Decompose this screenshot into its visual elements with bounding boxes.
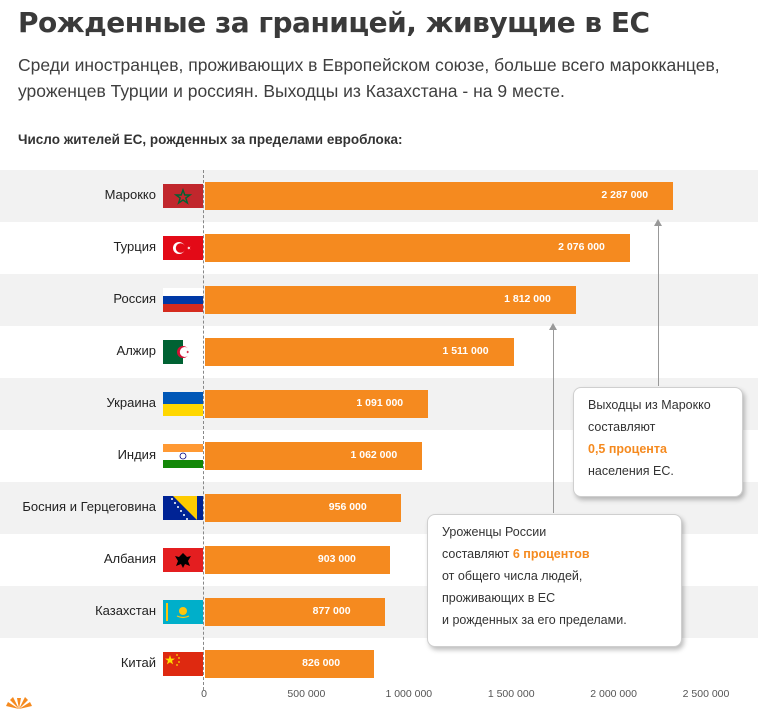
russia-callout-arrow: [553, 330, 554, 513]
bar: [205, 494, 401, 522]
russia-callout-line3: от общего числа людей,: [442, 569, 583, 583]
morocco-callout-line1: Выходцы из Марокко: [588, 398, 711, 412]
morocco-flag-icon: [163, 184, 203, 208]
x-tick-label: 500 000: [287, 688, 326, 700]
country-label: Украина: [106, 395, 157, 410]
bar: [205, 182, 674, 210]
albania-flag-icon: [163, 548, 203, 572]
country-label: Босния и Герцеговина: [22, 499, 156, 514]
country-label: Албания: [103, 551, 156, 566]
bar-value-label: 1 511 000: [442, 345, 489, 357]
bar-value-label: 1 091 000: [356, 397, 404, 409]
bar: [205, 546, 390, 574]
bar-value-label: 2 076 000: [558, 241, 605, 253]
country-label: Алжир: [116, 343, 156, 358]
chart-subtitle: Среди иностранцев, проживающих в Европей…: [18, 55, 720, 101]
chart-caption: Число жителей ЕС, рожденных за пределами…: [18, 132, 403, 147]
bar-value-label: 956 000: [328, 501, 367, 513]
morocco-callout: Выходцы из Марокко составляют 0,5 процен…: [573, 387, 743, 497]
bar-value-label: 903 000: [317, 553, 356, 565]
algeria-flag-icon: [163, 340, 203, 364]
country-label: Марокко: [104, 187, 156, 202]
bar: [205, 442, 423, 470]
chart-title: Рожденные за границей, живущие в ЕС: [18, 6, 650, 39]
bar: [205, 598, 385, 626]
x-tick-label: 2 500 000: [682, 688, 730, 700]
china-flag-icon: [163, 652, 203, 676]
bar-value-label: 1 062 000: [350, 449, 398, 461]
russia-callout-arrowhead: [549, 323, 557, 330]
turkey-flag-icon: [163, 236, 203, 260]
india-flag-icon: [163, 444, 203, 468]
x-tick-label: 1 500 000: [487, 688, 535, 700]
x-tick-label: 2 000 000: [590, 688, 637, 700]
russia-flag-icon: [163, 288, 203, 312]
russia-callout-line2: составляют: [442, 547, 510, 561]
bar-value-label: 877 000: [312, 605, 351, 617]
morocco-callout-highlight: 0,5 процента: [588, 442, 667, 456]
country-label: Россия: [113, 291, 156, 306]
morocco-callout-arrowhead: [654, 219, 662, 226]
bar-value-label: 826 000: [302, 657, 341, 669]
russia-callout-line5: и рожденных за его пределами.: [442, 613, 627, 627]
kazakhstan-flag-icon: [163, 600, 203, 624]
x-tick-label: 1 000 000: [385, 688, 433, 700]
morocco-callout-line4: населения ЕС.: [588, 464, 674, 478]
country-label: Индия: [117, 447, 156, 462]
morocco-callout-line2: составляют: [588, 420, 656, 434]
country-label: Китай: [120, 655, 156, 670]
x-tick-label: 0: [201, 688, 207, 700]
country-label: Турция: [113, 239, 156, 254]
russia-callout-line1: Уроженцы России: [442, 525, 547, 539]
zero-axis-line: [203, 170, 205, 690]
brand-logo-icon: [6, 697, 32, 709]
bar: [205, 234, 631, 262]
bar: [205, 338, 515, 366]
russia-callout-line4: проживающих в ЕС: [442, 591, 556, 605]
country-label: Казахстан: [95, 603, 156, 618]
morocco-callout-arrow: [658, 226, 659, 386]
russia-callout-highlight: 6 процентов: [512, 547, 590, 561]
bar-value-label: 2 287 000: [601, 189, 649, 201]
ukraine-flag-icon: [163, 392, 203, 416]
bar: [205, 650, 375, 678]
bosnia-flag-icon: [163, 496, 203, 520]
bar: [205, 286, 577, 314]
bar: [205, 390, 429, 418]
bar-value-label: 1 812 000: [504, 293, 551, 305]
russia-callout: Уроженцы России составляют 6 процентов о…: [427, 514, 682, 647]
